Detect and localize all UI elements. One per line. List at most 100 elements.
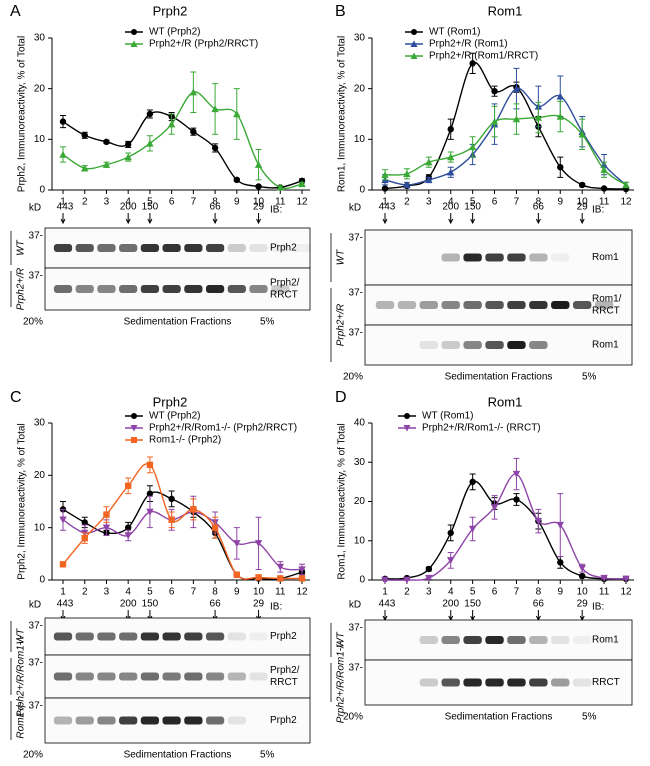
data-point (211, 524, 219, 531)
group-label: WT (16, 239, 27, 255)
legend-marker (410, 52, 418, 59)
band (463, 301, 482, 309)
data-point (276, 563, 284, 571)
data-point (211, 105, 219, 113)
size-marker: 66 (210, 202, 222, 213)
data-point (534, 517, 543, 525)
gradient-bottom: 5% (582, 712, 597, 723)
data-point (491, 88, 498, 95)
panel-letter: B (335, 3, 346, 20)
data-point (59, 516, 67, 524)
ib-protein: RRCT (592, 306, 620, 317)
band (573, 341, 591, 349)
size-arrow (535, 213, 541, 225)
legend-marker (130, 425, 138, 432)
size-arrow (535, 610, 541, 622)
band (419, 636, 439, 644)
gradient-bottom: 5% (582, 372, 597, 383)
band (184, 716, 203, 725)
ladder-label: 37- (29, 231, 43, 242)
ladder-label: 37- (29, 271, 43, 282)
x-tick-label: 8 (536, 197, 542, 208)
size-arrow (382, 610, 388, 622)
band (529, 253, 548, 262)
band (617, 636, 635, 644)
band (376, 341, 394, 349)
data-point (59, 150, 67, 158)
band (485, 678, 504, 687)
y-tick-label: 10 (354, 535, 366, 546)
data-point (146, 461, 154, 469)
band (573, 254, 591, 262)
ib-protein: RRCT (592, 677, 620, 688)
size-marker: 66 (533, 202, 545, 213)
x-tick-label: 6 (169, 197, 175, 208)
band (184, 244, 203, 252)
band (140, 244, 160, 252)
band (205, 244, 225, 252)
band (249, 717, 267, 725)
x-tick-label: 9 (234, 197, 240, 208)
band (53, 632, 73, 641)
x-tick-label: 7 (514, 587, 520, 598)
legend-label: WT (Rom1) (429, 27, 480, 38)
band (463, 341, 482, 349)
x-tick-label: 1 (60, 587, 66, 598)
ladder-label: 37- (349, 233, 363, 244)
x-tick-label: 6 (169, 587, 175, 598)
ib-label: IB: (270, 602, 282, 613)
data-point (167, 120, 176, 128)
data-point (512, 115, 521, 123)
chart-title: Prph2 (153, 394, 188, 409)
band (97, 244, 116, 252)
x-tick-label: 9 (557, 197, 563, 208)
group-label: WT (336, 631, 347, 647)
gradient-top: 20% (343, 712, 363, 723)
size-marker: 150 (464, 202, 481, 213)
band (551, 341, 569, 349)
band (617, 254, 635, 262)
data-point (403, 181, 411, 189)
data-point (81, 132, 88, 139)
data-point (556, 112, 564, 120)
x-tick-label: 1 (382, 197, 388, 208)
band (485, 636, 504, 644)
band (119, 632, 138, 641)
gradient-top: 20% (343, 372, 363, 383)
ib-protein: Rom1 (592, 635, 619, 646)
data-point (447, 168, 455, 176)
ladder-label: 37- (349, 663, 363, 674)
ladder-label: 37- (349, 623, 363, 634)
series-line (384, 480, 627, 580)
band (292, 244, 312, 252)
x-tick-label: 10 (253, 197, 265, 208)
y-tick-label: 40 (354, 418, 366, 429)
band (140, 632, 160, 641)
gradient-top: 20% (23, 317, 43, 328)
band (485, 301, 504, 309)
series-line (62, 463, 303, 580)
x-tick-label: 2 (82, 587, 88, 598)
x-tick-label: 5 (470, 197, 476, 208)
x-tick-label: 9 (234, 587, 240, 598)
data-point (81, 519, 88, 526)
data-point (556, 92, 564, 100)
size-marker: 443 (57, 599, 74, 610)
data-point (468, 525, 477, 533)
size-marker: 200 (120, 202, 137, 213)
data-point (233, 540, 241, 548)
band (205, 285, 225, 293)
band (205, 632, 225, 641)
x-tick-label: 1 (382, 587, 388, 598)
x-tick-label: 2 (404, 197, 410, 208)
data-point (425, 158, 433, 166)
ib-protein: Rom1 (592, 252, 619, 263)
band (227, 716, 246, 725)
data-point (124, 141, 132, 148)
band (551, 301, 570, 309)
y-tick-label: 30 (354, 33, 366, 44)
x-tick-label: 2 (82, 197, 88, 208)
data-point (381, 171, 389, 178)
size-marker: 200 (442, 202, 459, 213)
legend-marker (411, 29, 417, 35)
